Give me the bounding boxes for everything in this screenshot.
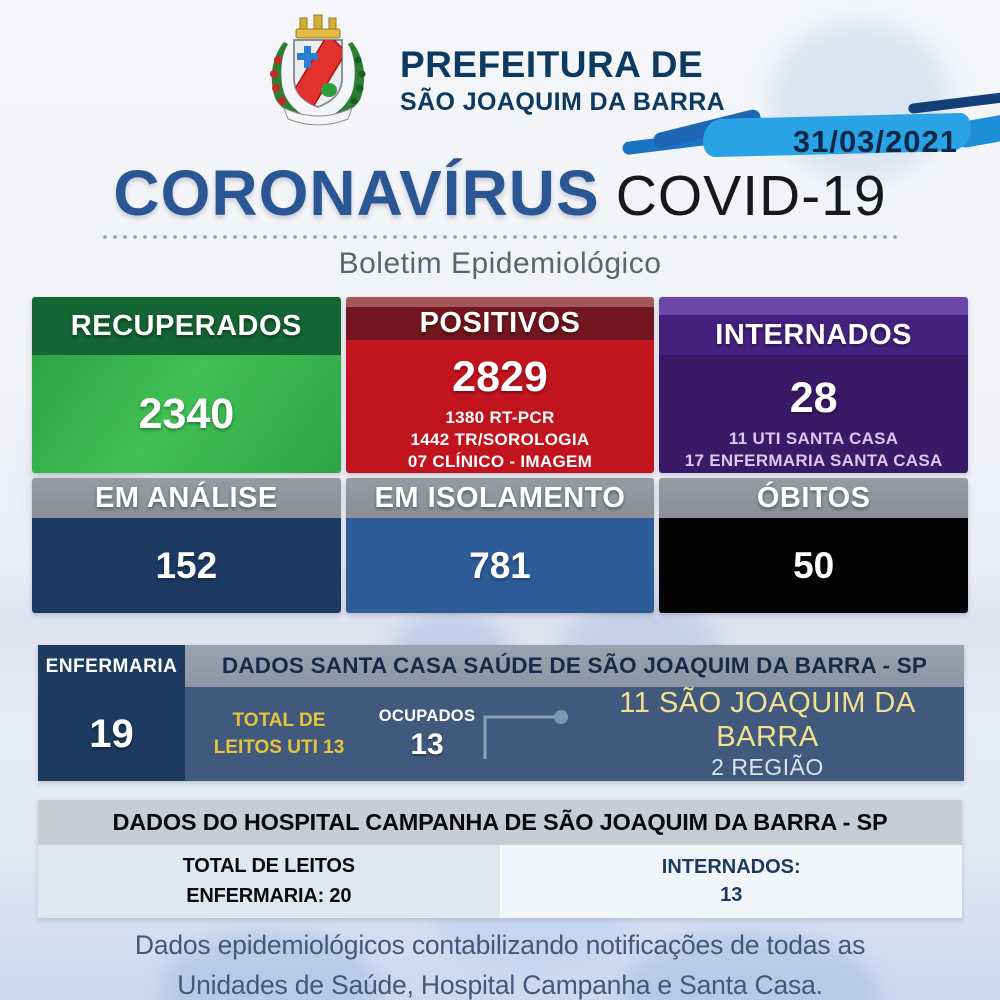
ocupados-label: OCUPADOS xyxy=(378,706,476,725)
callout-line xyxy=(483,710,568,760)
campanha-title: DADOS DO HOSPITAL CAMPANHA DE SÃO JOAQUI… xyxy=(112,809,888,835)
card-recuperados: RECUPERADOS 2340 xyxy=(32,297,341,473)
ocupados-value: 13 xyxy=(410,727,444,761)
card-value: 781 xyxy=(469,545,531,586)
campanha-leitos: TOTAL DE LEITOS ENFERMARIA: 20 xyxy=(38,845,500,918)
card-value: 152 xyxy=(155,545,218,586)
santa-casa-header: DADOS SANTA CASA SAÚDE DE SÃO JOAQUIM DA… xyxy=(185,645,964,688)
enfermaria-block: ENFERMARIA 19 xyxy=(38,645,185,781)
campanha-body: TOTAL DE LEITOS ENFERMARIA: 20 INTERNADO… xyxy=(38,845,962,918)
bulletin-subtitle: Boletim Epidemiológico xyxy=(338,247,662,280)
card-value: 2829 xyxy=(452,352,548,401)
card-label: INTERNADOS xyxy=(715,318,913,351)
card-body: 2340 xyxy=(32,355,341,473)
stat-cards-grid: RECUPERADOS 2340 POSITIVOS 2829 1380 RT-… xyxy=(32,297,968,613)
card-header: ÓBITOS xyxy=(659,478,968,518)
card-header-strip xyxy=(345,297,655,307)
org-title: PREFEITURA DE SÃO JOAQUIM DA BARRA xyxy=(400,44,726,117)
region-line: 2 REGIÃO xyxy=(711,754,824,780)
enfermaria-label: ENFERMARIA xyxy=(45,655,178,677)
card-internados: INTERNADOS 28 11 UTI SANTA CASA 17 ENFER… xyxy=(659,297,968,473)
city-coat-of-arms-logo xyxy=(270,14,366,126)
campanha-internados: INTERNADOS: 13 xyxy=(499,845,962,918)
title-covid19: COVID-19 xyxy=(615,164,887,228)
card-detail-line: 07 CLÍNICO - IMAGEM xyxy=(407,451,593,471)
card-detail-line: 1380 RT-PCR xyxy=(445,407,555,427)
footer-line2: Unidades de Saúde, Hospital Campanha e S… xyxy=(177,969,823,1000)
card-details: 11 UTI SANTA CASA 17 ENFERMARIA SANTA CA… xyxy=(685,428,943,472)
card-em-analise: EM ANÁLISE 152 xyxy=(32,478,341,613)
card-value: 2340 xyxy=(138,389,235,438)
card-header: EM ANÁLISE xyxy=(32,478,341,518)
city-breakdown: 11 SÃO JOAQUIM DA BARRA 2 REGIÃO xyxy=(577,687,964,781)
card-header: RECUPERADOS xyxy=(32,297,341,355)
enfermaria-value: 19 xyxy=(89,712,134,756)
card-body: 50 xyxy=(659,518,968,613)
uti-total-line2: LEITOS UTI 13 xyxy=(213,737,345,759)
card-label: EM ISOLAMENTO xyxy=(374,481,626,514)
org-title-line1: PREFEITURA DE xyxy=(400,44,704,85)
card-body: 28 11 UTI SANTA CASA 17 ENFERMARIA SANTA… xyxy=(659,355,968,473)
bulletin-date: 31/03/2021 xyxy=(792,124,958,159)
campanha-header: DADOS DO HOSPITAL CAMPANHA DE SÃO JOAQUI… xyxy=(38,800,962,845)
card-body: 2829 1380 RT-PCR 1442 TR/SOROLOGIA 07 CL… xyxy=(345,339,655,473)
brush-stroke xyxy=(907,91,1000,115)
card-em-isolamento: EM ISOLAMENTO 781 xyxy=(345,478,655,613)
card-body: 781 xyxy=(345,518,655,613)
card-value: 50 xyxy=(793,545,835,586)
card-header: EM ISOLAMENTO xyxy=(345,478,655,518)
hospital-campanha-section: DADOS DO HOSPITAL CAMPANHA DE SÃO JOAQUI… xyxy=(38,800,962,918)
card-header: POSITIVOS xyxy=(345,306,655,340)
main-title: CORONAVÍRUS COVID-19 xyxy=(0,156,1000,230)
card-label: RECUPERADOS xyxy=(70,309,302,342)
dotted-divider xyxy=(100,234,900,240)
card-positivos: POSITIVOS 2829 1380 RT-PCR 1442 TR/SOROL… xyxy=(345,297,655,473)
uti-total-label: TOTAL DE LEITOS UTI 13 xyxy=(185,707,373,762)
footer-note: Dados epidemiológicos contabilizando not… xyxy=(0,926,1000,1000)
santa-casa-section: ENFERMARIA 19 DADOS SANTA CASA SAÚDE DE … xyxy=(38,645,964,781)
city-line: 11 SÃO JOAQUIM DA BARRA xyxy=(619,687,916,753)
card-details: 1380 RT-PCR 1442 TR/SOROLOGIA 07 CLÍNICO… xyxy=(408,407,592,473)
title-coronavirus: CORONAVÍRUS xyxy=(113,157,600,229)
uti-ocupados: OCUPADOS 13 xyxy=(373,707,481,762)
card-detail-line: 11 UTI SANTA CASA xyxy=(728,429,899,448)
leitos-line1: TOTAL DE LEITOS xyxy=(182,855,355,877)
santa-casa-title: DADOS SANTA CASA SAÚDE DE SÃO JOAQUIM DA… xyxy=(221,653,928,679)
org-title-line2: SÃO JOAQUIM DA BARRA xyxy=(400,87,726,116)
uti-total-line1: TOTAL DE xyxy=(232,709,326,731)
card-label: POSITIVOS xyxy=(419,306,581,339)
card-obitos: ÓBITOS 50 xyxy=(659,478,968,613)
santa-casa-main: DADOS SANTA CASA SAÚDE DE SÃO JOAQUIM DA… xyxy=(185,645,964,781)
internados-label: INTERNADOS: xyxy=(661,856,801,878)
card-detail-line: 1442 TR/SOROLOGIA xyxy=(410,429,590,449)
card-header-strip xyxy=(659,297,968,315)
leitos-line2: ENFERMARIA: 20 xyxy=(186,885,352,907)
card-body: 152 xyxy=(32,518,341,613)
card-detail-line: 17 ENFERMARIA SANTA CASA xyxy=(684,451,943,471)
santa-casa-body: TOTAL DE LEITOS UTI 13 OCUPADOS 13 11 SÃ… xyxy=(185,687,964,781)
card-label: EM ANÁLISE xyxy=(94,481,278,514)
internados-value: 13 xyxy=(720,884,743,906)
footer-line1: Dados epidemiológicos contabilizando not… xyxy=(134,930,866,960)
card-label: ÓBITOS xyxy=(756,481,871,514)
card-value: 28 xyxy=(789,374,838,422)
card-header: INTERNADOS xyxy=(659,315,968,355)
